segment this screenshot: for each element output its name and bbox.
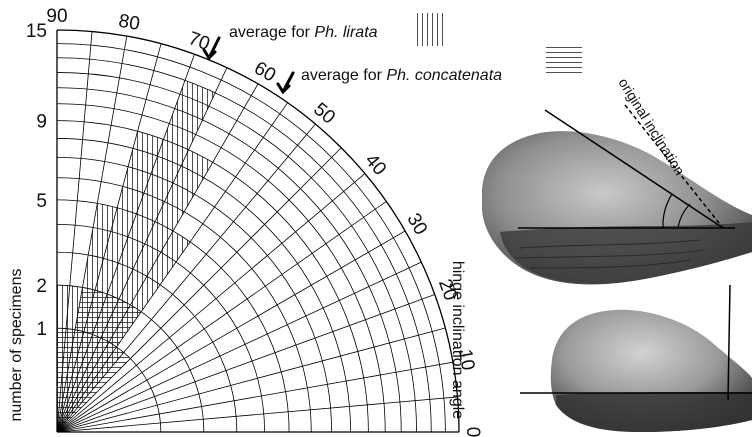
average-arrow-lirata	[202, 36, 221, 61]
angle-tick-50: 50	[309, 99, 339, 129]
histogram-wedge-concatenata-2	[57, 304, 142, 432]
grid-ray-70	[56, 54, 195, 433]
shell-top-original-line	[624, 104, 724, 229]
grid-ray-55	[56, 102, 288, 433]
radial-tick-15: 15	[26, 21, 47, 42]
grid-ray-40	[56, 173, 366, 433]
grid-ray-20	[56, 294, 435, 433]
angle-tick-40: 40	[360, 150, 390, 180]
grid-ray-5	[56, 396, 458, 433]
shell-top-angle-arc	[662, 193, 673, 229]
legend-lirata-prefix: average for	[229, 24, 314, 41]
polar-histogram	[57, 80, 216, 433]
average-arrow-concatenata	[276, 71, 295, 95]
radial-tick-2: 2	[36, 276, 47, 297]
shell-photo-top: original inclination	[482, 75, 752, 285]
shell-bottom-hinge-line	[727, 284, 731, 401]
grid-ray-35	[56, 201, 387, 433]
grid-ray-50	[56, 123, 316, 433]
legend-item-lirata: average for Ph. lirata	[229, 24, 378, 41]
angle-tick-80: 80	[117, 11, 141, 35]
radial-tick-9: 9	[36, 112, 47, 133]
grid-ray-85	[56, 31, 93, 433]
angle-tick-0: 0	[462, 427, 483, 437]
legend-concatenata-prefix: average for	[301, 67, 386, 84]
shell-top-texture	[514, 239, 706, 269]
legend-lirata-swatch	[416, 13, 446, 46]
polar-grid	[56, 29, 460, 433]
grid-ray-65	[56, 67, 228, 433]
legend: average for Ph. lirata average for Ph. c…	[202, 13, 582, 95]
shell-photo-bottom	[520, 284, 752, 432]
shell-bottom-dark-base	[556, 392, 752, 432]
radial-axis-title: number of specimens	[8, 269, 25, 422]
grid-ray-30	[56, 230, 406, 433]
shell-top-hinge-line	[544, 109, 724, 229]
grid-ray-45	[56, 147, 342, 433]
shell-top-angle-arc-2	[677, 203, 691, 229]
grid-ray-75	[56, 43, 162, 433]
grid-ray-10	[56, 361, 453, 433]
angle-tick-90: 90	[46, 6, 67, 27]
shell-top-dark-base	[500, 222, 752, 284]
angle-tick-70: 70	[186, 28, 213, 55]
radial-tick-1: 1	[36, 319, 47, 340]
angle-tick-10: 10	[454, 348, 478, 372]
grid-ray-25	[56, 261, 422, 433]
grid-ray-15	[56, 327, 446, 433]
legend-item-concatenata: average for Ph. concatenata	[301, 67, 502, 84]
angular-axis-title: hinge inclination angle	[449, 261, 466, 419]
grid-ray-80	[56, 36, 128, 433]
grid-ray-60	[56, 83, 259, 433]
histogram-wedge-concatenata-4	[57, 294, 120, 432]
histogram-wedge-concatenata-3	[57, 298, 131, 432]
legend-concatenata-swatch	[546, 44, 582, 76]
legend-concatenata-species: Ph. concatenata	[386, 67, 502, 84]
radial-tick-5: 5	[36, 191, 47, 212]
histogram-wedge-concatenata-1	[57, 346, 124, 432]
histogram-wedge-concatenata-0	[57, 352, 131, 432]
legend-lirata-species: Ph. lirata	[314, 24, 377, 41]
